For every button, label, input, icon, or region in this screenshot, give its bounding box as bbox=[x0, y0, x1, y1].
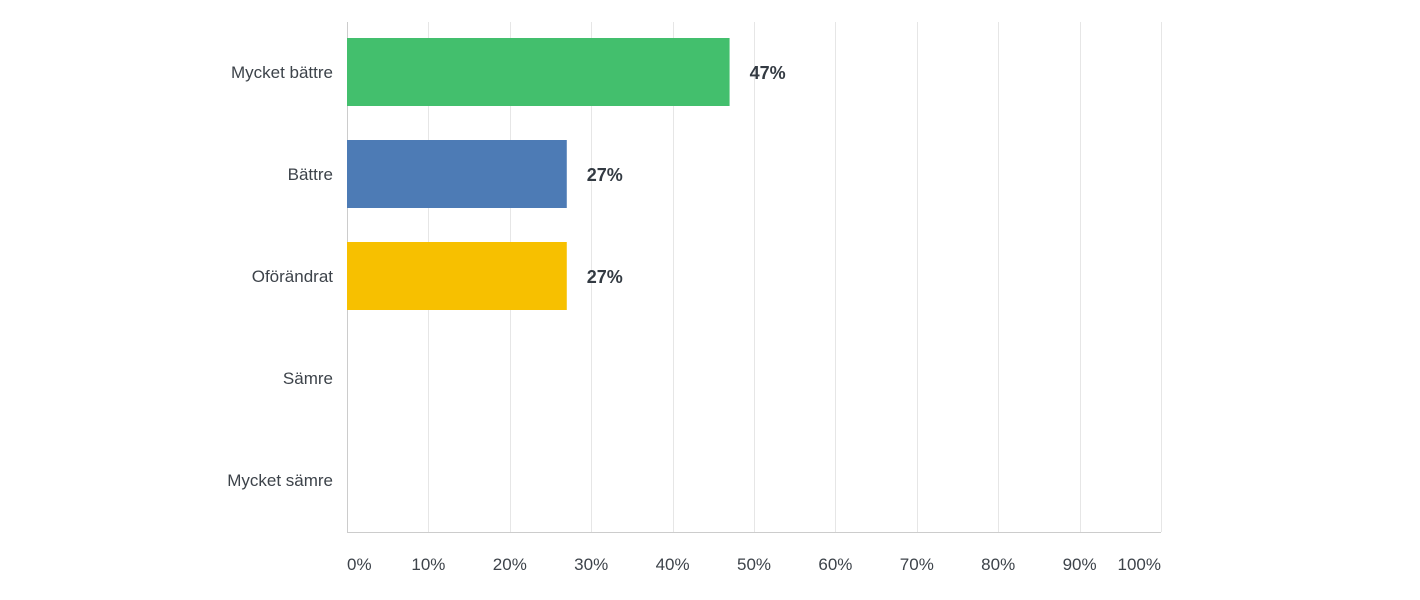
x-axis-tick-labels: 0% 10% 20% 30% 40% 50% 60% 70% 80% 90% 100% bbox=[347, 555, 1161, 574]
bars bbox=[347, 38, 730, 310]
value-label-b-ttre: 27% bbox=[587, 165, 623, 185]
x-tick-label-40: 40% bbox=[656, 555, 690, 574]
category-labels: Mycket bättre Bättre Oförändrat Sämre Mycket… bbox=[227, 63, 333, 490]
x-tick-label-0: 0% bbox=[347, 555, 372, 574]
value-label-of-r-ndrat: 27% bbox=[587, 267, 623, 287]
bar-of-r-ndrat bbox=[347, 242, 567, 310]
bar-mycket-b-ttre bbox=[347, 38, 730, 106]
gridlines bbox=[347, 22, 1162, 533]
category-label-mycket-b-ttre: Mycket bättre bbox=[231, 63, 333, 82]
x-tick-label-100: 100% bbox=[1118, 555, 1161, 574]
category-label-b-ttre: Bättre bbox=[288, 165, 333, 184]
category-label-s-mre: Sämre bbox=[283, 369, 333, 388]
category-label-of-r-ndrat: Oförändrat bbox=[252, 267, 334, 286]
x-tick-label-70: 70% bbox=[900, 555, 934, 574]
x-tick-label-90: 90% bbox=[1063, 555, 1097, 574]
x-tick-label-10: 10% bbox=[411, 555, 445, 574]
x-tick-label-60: 60% bbox=[818, 555, 852, 574]
value-label-mycket-b-ttre: 47% bbox=[750, 63, 786, 83]
x-tick-label-20: 20% bbox=[493, 555, 527, 574]
category-label-mycket-s-mre: Mycket sämre bbox=[227, 471, 333, 490]
x-tick-label-50: 50% bbox=[737, 555, 771, 574]
x-tick-label-80: 80% bbox=[981, 555, 1015, 574]
value-labels: 47% 27% 27% bbox=[587, 63, 786, 287]
bar-b-ttre bbox=[347, 140, 567, 208]
x-tick-label-30: 30% bbox=[574, 555, 608, 574]
